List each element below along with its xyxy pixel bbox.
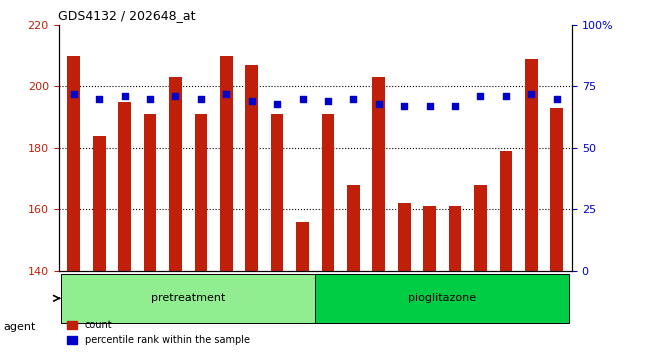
Bar <box>448 206 461 271</box>
Bar <box>296 222 309 271</box>
Point <box>348 96 359 102</box>
Point <box>94 96 105 102</box>
Bar <box>372 77 385 271</box>
Bar <box>474 185 487 271</box>
Point <box>145 96 155 102</box>
Text: GDS4132 / 202648_at: GDS4132 / 202648_at <box>58 9 196 22</box>
Bar <box>169 77 182 271</box>
Text: agent: agent <box>3 322 36 332</box>
Point <box>526 91 536 97</box>
Point <box>120 93 130 99</box>
Bar <box>551 108 563 271</box>
Bar <box>118 102 131 271</box>
Point <box>399 103 410 109</box>
Text: pretreatment: pretreatment <box>151 293 226 303</box>
Bar <box>423 206 436 271</box>
Point <box>424 103 435 109</box>
Legend: count, percentile rank within the sample: count, percentile rank within the sample <box>63 316 254 349</box>
Bar <box>144 114 157 271</box>
Point <box>272 101 282 107</box>
Point <box>297 96 307 102</box>
Bar <box>525 59 538 271</box>
Bar <box>398 203 411 271</box>
Bar <box>500 151 512 271</box>
Text: pioglitazone: pioglitazone <box>408 293 476 303</box>
Point <box>196 96 206 102</box>
Point <box>246 98 257 104</box>
Bar <box>347 185 359 271</box>
Bar <box>194 114 207 271</box>
Bar <box>315 274 569 323</box>
Point <box>221 91 231 97</box>
Point <box>500 93 511 99</box>
Point <box>450 103 460 109</box>
Point <box>552 96 562 102</box>
Bar <box>93 136 105 271</box>
Bar <box>271 114 283 271</box>
Point <box>475 93 486 99</box>
Bar <box>245 65 258 271</box>
Bar <box>220 56 233 271</box>
Point <box>68 91 79 97</box>
Point <box>374 101 384 107</box>
Bar <box>322 114 334 271</box>
Bar <box>61 274 315 323</box>
Bar <box>68 56 80 271</box>
Point <box>323 98 333 104</box>
Point <box>170 93 181 99</box>
